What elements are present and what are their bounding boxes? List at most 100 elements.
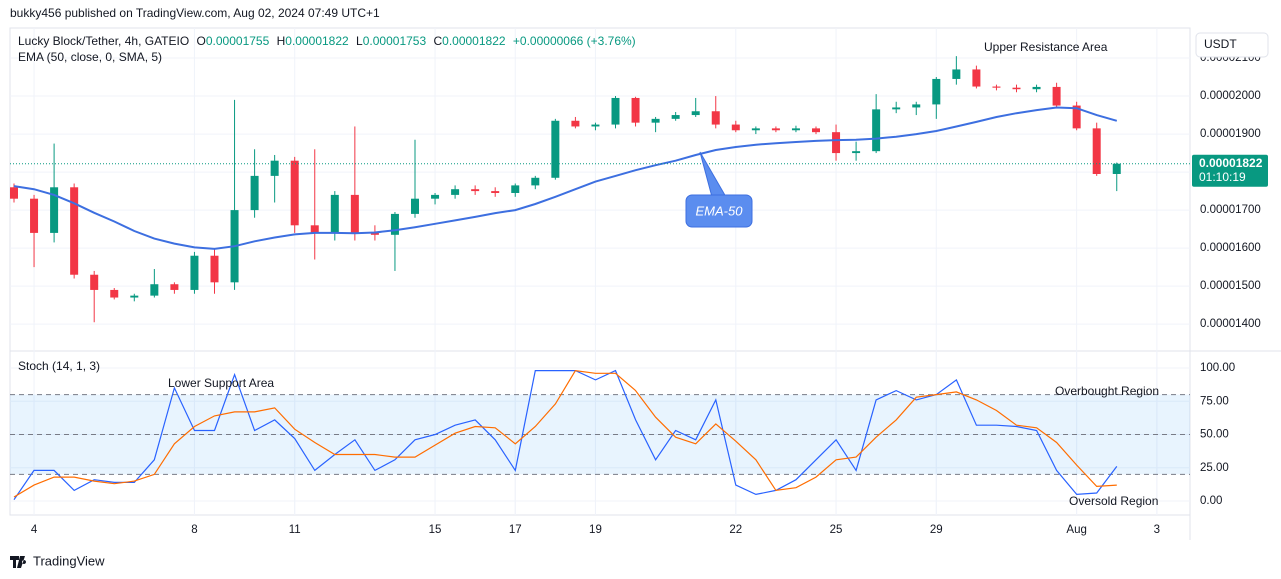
candle-body — [471, 189, 480, 192]
y-tick-label: 75.00 — [1200, 395, 1229, 407]
y-tick-label: 0.00001900 — [1200, 128, 1261, 140]
candle-body — [671, 115, 680, 119]
candle-body — [711, 111, 720, 125]
indicator-label: EMA (50, close, 0, SMA, 5) — [18, 50, 162, 64]
x-tick-label: 29 — [930, 524, 943, 536]
ema-line — [13, 106, 1118, 250]
ohlc-value: 0.00001822 — [285, 34, 349, 48]
grid — [10, 28, 1190, 515]
overlays: 0.00001400 0.00001500 0.00001600 0.00001700… — [31, 52, 1268, 536]
candle-body — [1092, 128, 1101, 174]
last-price-label: 0.00001822 — [1199, 156, 1263, 170]
x-tick-label: 25 — [830, 524, 843, 536]
candle-body — [952, 69, 961, 79]
last-price-tag — [1192, 154, 1268, 187]
candle-body — [50, 187, 59, 233]
candle-body — [992, 86, 1001, 88]
candle-body — [972, 69, 981, 87]
candle-body — [651, 118, 660, 123]
candle-body — [631, 97, 640, 123]
legend: Lucky Block/Tether, 4h, GATEIO O0.000017… — [18, 34, 636, 48]
candle-body — [551, 120, 560, 178]
candle-body — [531, 177, 540, 186]
candle-body — [591, 124, 600, 127]
candle-body — [912, 104, 921, 108]
candle-body — [872, 109, 881, 152]
candle-body — [250, 175, 259, 211]
ohlc-label: H — [277, 34, 286, 48]
candle-body — [170, 284, 179, 290]
candle-body — [691, 111, 700, 116]
brand-logo — [10, 556, 27, 568]
annotation: Upper Resistance Area — [984, 40, 1108, 54]
change: +0.00000066 (+3.76%) — [513, 34, 636, 48]
y-tick-label: 0.00001600 — [1200, 242, 1261, 254]
x-tick-label: 3 — [1154, 524, 1160, 536]
candle-body — [571, 120, 580, 127]
oscillator-label: Stoch (14, 1, 3) — [18, 359, 100, 373]
candle-body — [10, 187, 18, 199]
candle-body — [30, 198, 39, 233]
candle-body — [932, 78, 941, 105]
x-tick-label: 8 — [191, 524, 197, 536]
candle-body — [771, 128, 780, 131]
candle-body — [832, 132, 841, 154]
candle-body — [370, 232, 379, 235]
candle-body — [350, 194, 359, 233]
x-tick-label: 19 — [589, 524, 602, 536]
candle-body — [1112, 163, 1121, 174]
ohlc-label: O — [197, 34, 206, 48]
candle-body — [130, 295, 139, 298]
candle-body — [451, 189, 460, 195]
x-tick-label: 11 — [289, 524, 301, 536]
ohlc-value: 0.00001753 — [363, 34, 427, 48]
candle-body — [852, 151, 861, 154]
currency: USDT — [1204, 37, 1237, 51]
callout-text: EMA-50 — [696, 203, 744, 218]
y-tick-label: 0.00001700 — [1200, 204, 1261, 216]
candle-body — [791, 128, 800, 131]
annotation: Oversold Region — [1069, 494, 1158, 508]
brand: TradingView — [33, 553, 105, 568]
y-tick-label: 0.00002000 — [1200, 90, 1261, 102]
candle-body — [390, 213, 399, 235]
stoch-line — [13, 369, 1117, 498]
candle-body — [731, 124, 740, 131]
candle-body — [1012, 87, 1021, 90]
y-tick-label: 100.00 — [1200, 362, 1235, 374]
candle-body — [491, 191, 500, 193]
candle-body — [270, 160, 279, 176]
candle-body — [90, 274, 99, 290]
callout-box — [685, 194, 753, 228]
ohlc-value: 0.00001822 — [442, 34, 506, 48]
y-tick-label: 50.00 — [1200, 429, 1229, 441]
candle-body — [70, 187, 79, 275]
candle-body — [511, 185, 520, 193]
x-tick-label: 4 — [31, 524, 38, 536]
x-tick-label: 15 — [429, 524, 442, 536]
annotation: Lower Support Area — [168, 376, 274, 390]
publisher: bukky456 published on TradingView.com, A… — [10, 6, 380, 20]
candle-body — [611, 97, 620, 125]
candle-body — [1072, 105, 1081, 129]
marks — [10, 56, 1190, 501]
candle-body — [411, 198, 419, 214]
candle-body — [190, 255, 199, 290]
x-tick-label: 17 — [509, 524, 522, 536]
candle-body — [310, 225, 319, 233]
candle-body — [330, 194, 339, 233]
ohlc-value: 0.00001755 — [206, 34, 270, 48]
candle-body — [110, 289, 119, 298]
candle-body — [751, 128, 760, 131]
symbol-title: Lucky Block/Tether, 4h, GATEIO — [18, 34, 189, 48]
annotation: Overbought Region — [1055, 384, 1159, 398]
ohlc-label: L — [356, 34, 363, 48]
candle-body — [1032, 86, 1041, 90]
ohlc-label: C — [433, 34, 442, 48]
candle-body — [892, 107, 901, 110]
x-tick-label: Aug — [1066, 524, 1086, 536]
currency-button[interactable] — [1195, 32, 1269, 58]
y-tick-label: 0.00001400 — [1200, 318, 1261, 330]
candle-body — [150, 284, 159, 296]
